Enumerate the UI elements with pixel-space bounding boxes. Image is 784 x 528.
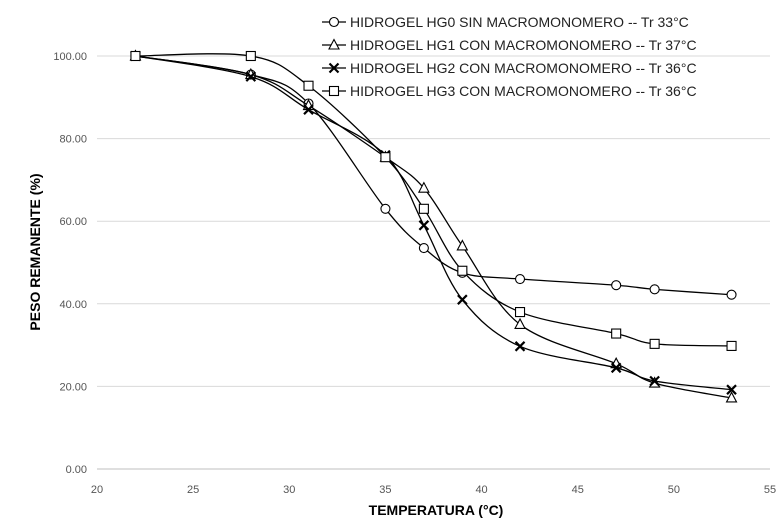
data-point — [417, 181, 430, 193]
series-line — [135, 55, 732, 296]
axes: 0.00 20.00 40.00 60.00 80.00 100.00 20 25 30 35 40… — [53, 51, 776, 496]
x-tick-label: 35 — [379, 484, 391, 496]
series-line — [135, 55, 732, 399]
data-point — [303, 80, 314, 91]
data-point — [725, 391, 738, 403]
data-point — [245, 50, 256, 62]
data-point — [611, 328, 622, 339]
legend-label: HIDROGEL HG2 CON MACROMONOMERO -- Tr 36°… — [350, 60, 697, 76]
x-axis-title: TEMPERATURA (°C) — [369, 502, 504, 518]
legend-item: HIDROGEL HG3 CON MACROMONOMERO -- Tr 36°… — [322, 83, 697, 99]
legend-marker — [328, 62, 340, 74]
legend-label: HIDROGEL HG3 CON MACROMONOMERO -- Tr 36°… — [350, 83, 697, 99]
data-point — [418, 242, 429, 254]
series-line — [135, 53, 732, 347]
data-point — [726, 384, 737, 395]
y-tick-label: 80.00 — [59, 134, 87, 146]
x-tick-label: 55 — [764, 484, 776, 496]
x-tick-label: 40 — [475, 484, 487, 496]
legend-marker — [328, 85, 340, 97]
data-point — [514, 341, 526, 352]
legend-item: HIDROGEL HG2 CON MACROMONOMERO -- Tr 36°… — [322, 60, 697, 76]
data-point — [649, 284, 660, 295]
y-tick-label: 0.00 — [66, 464, 87, 476]
data-point — [611, 280, 622, 291]
legend: HIDROGEL HG0 SIN MACROMONOMERO -- Tr 33°… — [322, 14, 697, 99]
data-point — [380, 203, 391, 214]
data-point — [456, 239, 469, 251]
data-point — [514, 317, 526, 330]
legend-marker — [328, 38, 340, 50]
series-line — [135, 55, 732, 391]
y-tick-label: 20.00 — [59, 381, 87, 393]
data-point — [418, 203, 429, 214]
data-point — [514, 273, 526, 285]
y-axis-title: PESO REMANENTE (%) — [27, 173, 43, 330]
x-tick-label: 50 — [668, 484, 680, 496]
y-tick-label: 40.00 — [59, 299, 87, 311]
series-square — [130, 50, 737, 351]
y-tick-label: 100.00 — [53, 51, 87, 63]
data-point — [649, 375, 660, 387]
legend-label: HIDROGEL HG0 SIN MACROMONOMERO -- Tr 33°… — [350, 14, 689, 30]
data-point — [245, 71, 257, 82]
x-tick-label: 45 — [572, 484, 584, 496]
series-group — [129, 49, 738, 403]
data-point — [726, 289, 737, 300]
legend-label: HIDROGEL HG1 CON MACROMONOMERO -- Tr 37°… — [350, 37, 697, 53]
data-point — [514, 307, 526, 318]
legend-item: HIDROGEL HG1 CON MACROMONOMERO -- Tr 37°… — [322, 37, 697, 53]
data-point — [130, 50, 141, 62]
data-point — [610, 362, 622, 374]
data-point — [726, 340, 737, 351]
data-point — [303, 104, 314, 115]
data-point — [418, 220, 430, 231]
legend-item: HIDROGEL HG0 SIN MACROMONOMERO -- Tr 33°… — [322, 14, 689, 30]
data-point — [649, 338, 660, 349]
data-point — [380, 152, 391, 163]
data-point — [457, 265, 468, 276]
y-tick-label: 60.00 — [59, 216, 87, 228]
x-tick-label: 25 — [187, 484, 199, 496]
data-point — [457, 294, 468, 305]
gridlines — [97, 55, 770, 470]
x-tick-label: 30 — [283, 484, 295, 496]
legend-marker — [328, 16, 340, 28]
x-tick-label: 20 — [91, 484, 103, 496]
